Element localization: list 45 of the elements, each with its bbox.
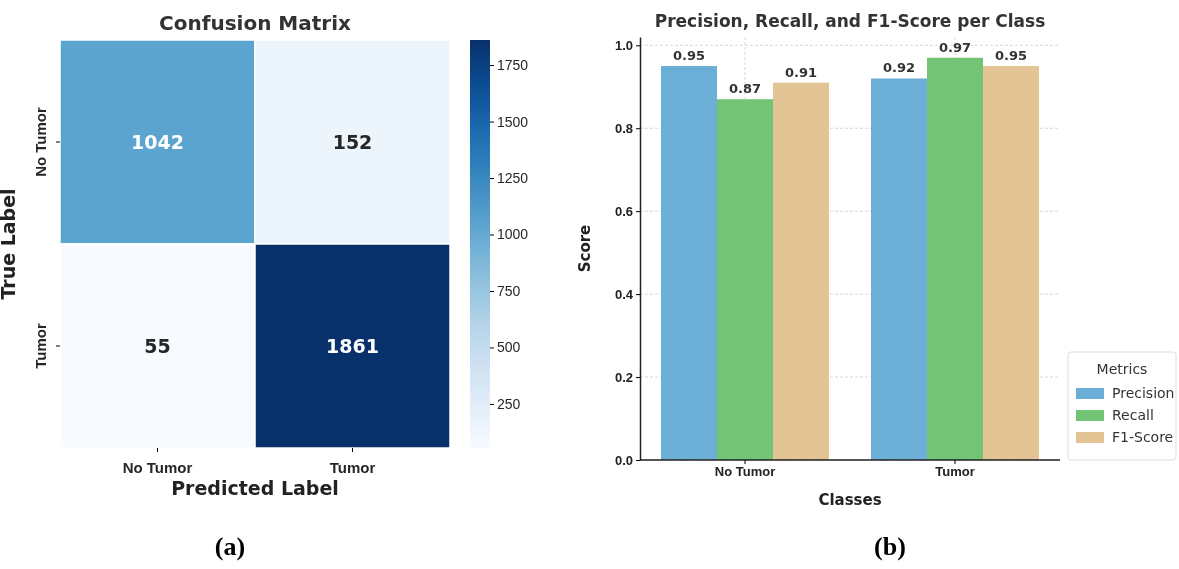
bar: [773, 82, 829, 460]
bar: [927, 57, 983, 460]
bar: [717, 99, 773, 460]
legend-label: Recall: [1112, 407, 1154, 423]
x-axis-title: Classes: [818, 491, 882, 509]
text: (a): [214, 532, 246, 561]
legend-label: Precision: [1112, 385, 1175, 401]
y-tick-label: 0.6: [614, 203, 633, 219]
data-label: 1042: [131, 130, 184, 153]
x-tick-label: No Tumor: [122, 459, 193, 476]
chart-title: Precision, Recall, and F1-Score per Class: [654, 11, 1046, 31]
bar: [871, 78, 927, 460]
color-bar-label: 250: [497, 395, 521, 412]
color-bar-label: 500: [497, 339, 521, 356]
data-label: 0.87: [728, 81, 762, 97]
chart-title: Confusion Matrix: [159, 11, 352, 35]
y-tick-label: 1.0: [614, 37, 633, 53]
color-bar-label: 1250: [497, 170, 529, 187]
x-tick-label: Tumor: [329, 459, 376, 476]
y-tick-label: 0.8: [614, 120, 633, 136]
bar: [983, 66, 1039, 460]
data-label: 0.91: [784, 64, 818, 80]
data-label: 152: [332, 130, 373, 153]
color-bar-label: 1750: [497, 57, 529, 74]
color-bar-label: 1000: [497, 226, 529, 243]
data-label: 0.95: [994, 48, 1028, 64]
data-label: 0.92: [882, 60, 916, 76]
y-axis-title: Score: [576, 224, 594, 273]
data-label: 0.95: [672, 48, 706, 64]
legend-title: Metrics: [1096, 361, 1148, 377]
color-bar-label: 1500: [497, 113, 529, 130]
color-bar-label: 750: [497, 282, 521, 299]
legend-label: F1-Score: [1112, 429, 1174, 445]
x-axis-title: Predicted Label: [171, 477, 339, 499]
y-tick-label: 0.4: [614, 286, 634, 302]
y-tick-label: 0.2: [614, 369, 633, 385]
data-label: 0.97: [938, 39, 972, 55]
x-tick-label: No Tumor: [714, 464, 776, 480]
text: (b): [874, 532, 906, 561]
data-label: 55: [144, 334, 171, 357]
y-tick-label: 0.0: [614, 452, 633, 468]
x-tick-label: Tumor: [935, 464, 975, 480]
y-axis-title: True Label: [0, 188, 19, 300]
bar: [661, 66, 717, 460]
data-label: 1861: [326, 334, 379, 357]
